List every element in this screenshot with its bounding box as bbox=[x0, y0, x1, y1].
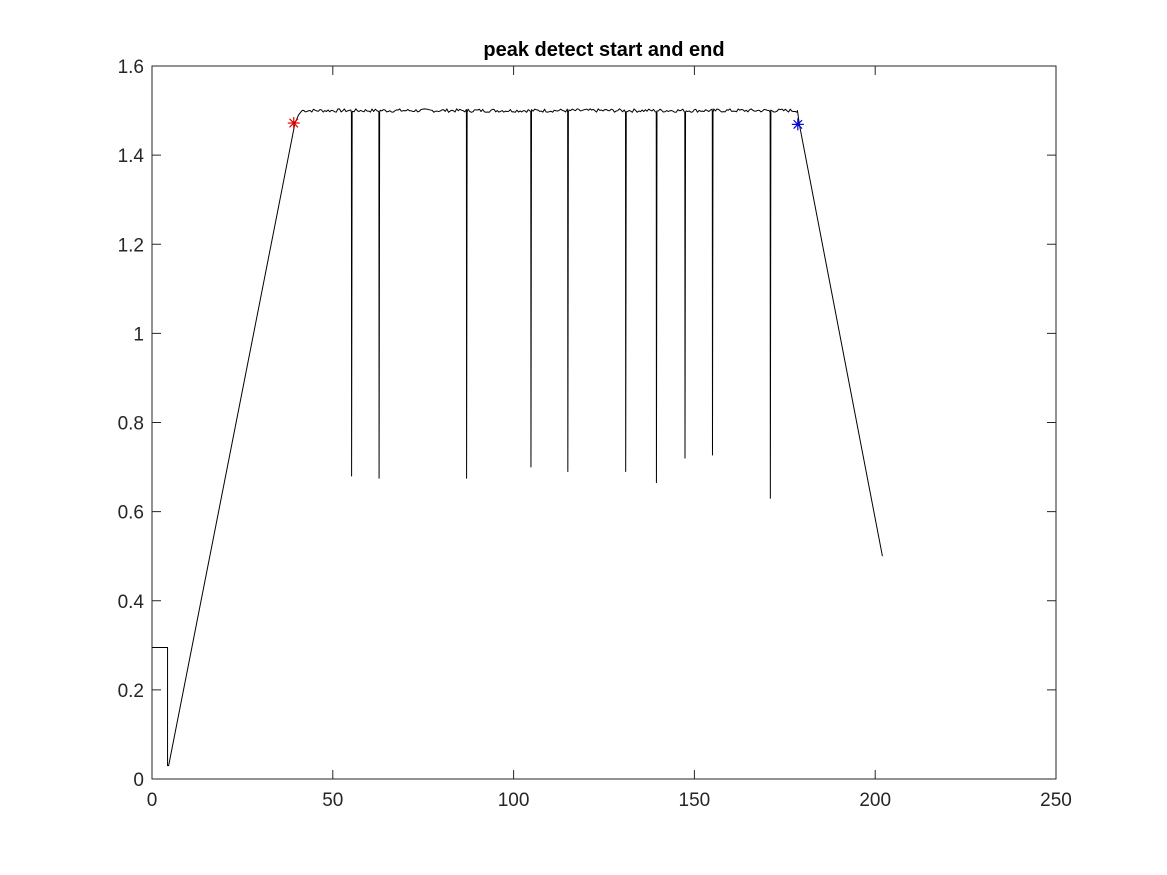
y-tick-label: 0 bbox=[133, 770, 144, 791]
axis-ticks bbox=[151, 65, 1057, 780]
asterisk-stroke bbox=[289, 118, 299, 128]
asterisk-marker bbox=[287, 117, 300, 130]
axis-tick-labels: 0 50 100 150 200 250 0 0.2 0.4 0.6 0.8 1 1.2 1.4 1.6 bbox=[118, 57, 1072, 811]
y-tick-label: 0.6 bbox=[118, 503, 144, 524]
x-tick-label: 250 bbox=[1040, 790, 1072, 811]
y-tick-label: 1.4 bbox=[118, 146, 145, 167]
chart-title: peak detect start and end bbox=[483, 39, 724, 61]
y-tick-label: 0.8 bbox=[118, 414, 144, 435]
series-layer bbox=[152, 108, 883, 767]
y-tick-label: 1.6 bbox=[118, 57, 144, 78]
x-tick-label: 100 bbox=[498, 790, 530, 811]
y-tick-label: 0.4 bbox=[118, 592, 145, 613]
asterisk-stroke bbox=[793, 119, 803, 130]
y-tick-label: 1 bbox=[133, 324, 144, 345]
series-line bbox=[152, 108, 883, 767]
x-tick-label: 200 bbox=[859, 790, 891, 811]
y-tick-label: 1.2 bbox=[118, 235, 144, 256]
x-tick-label: 50 bbox=[322, 790, 343, 811]
x-tick-label: 150 bbox=[679, 790, 711, 811]
asterisk-marker bbox=[791, 118, 804, 131]
plot-axes: 0 50 100 150 200 250 0 0.2 0.4 0.6 0.8 1 1.2 1.4 1.6 bbox=[118, 57, 1072, 811]
y-tick-label: 0.2 bbox=[118, 681, 144, 702]
plot-box bbox=[151, 65, 1057, 780]
marker-layer bbox=[287, 117, 804, 131]
x-tick-label: 0 bbox=[147, 790, 158, 811]
